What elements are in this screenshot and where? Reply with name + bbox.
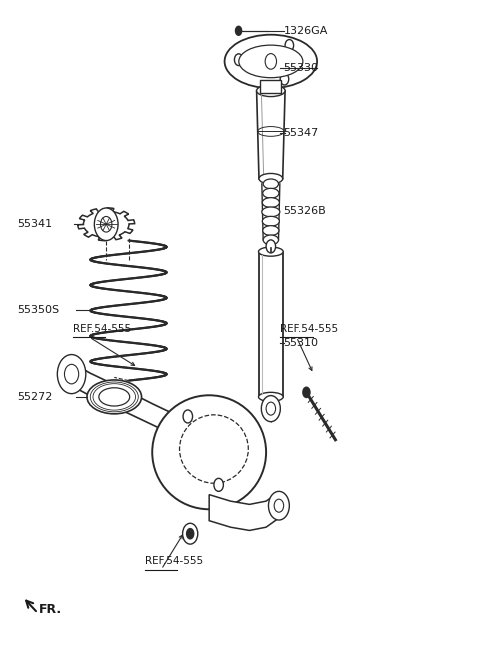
Ellipse shape: [263, 226, 279, 235]
Circle shape: [182, 523, 198, 544]
Circle shape: [57, 355, 86, 394]
Text: 55330: 55330: [284, 63, 319, 73]
Circle shape: [183, 410, 192, 423]
Polygon shape: [78, 208, 135, 240]
Ellipse shape: [263, 235, 278, 245]
Circle shape: [268, 491, 289, 520]
Ellipse shape: [152, 396, 266, 509]
Ellipse shape: [257, 85, 285, 97]
Ellipse shape: [262, 198, 279, 208]
Ellipse shape: [239, 45, 303, 78]
Text: REF.54-555: REF.54-555: [145, 556, 203, 566]
Polygon shape: [261, 79, 281, 93]
Circle shape: [214, 478, 223, 491]
Ellipse shape: [99, 388, 130, 406]
Circle shape: [274, 499, 284, 512]
Circle shape: [280, 74, 289, 85]
Text: 55272: 55272: [17, 392, 52, 402]
Circle shape: [302, 386, 311, 398]
Text: REF.54-555: REF.54-555: [280, 324, 338, 334]
Polygon shape: [66, 359, 209, 447]
Ellipse shape: [225, 35, 317, 88]
Circle shape: [266, 402, 276, 415]
Polygon shape: [259, 252, 283, 397]
Circle shape: [234, 54, 243, 66]
Ellipse shape: [263, 179, 278, 189]
Text: 55341: 55341: [17, 219, 52, 229]
Circle shape: [95, 208, 118, 240]
Circle shape: [64, 365, 79, 384]
Text: FR.: FR.: [39, 603, 62, 616]
Polygon shape: [209, 493, 278, 530]
Ellipse shape: [263, 189, 279, 198]
Text: 55350S: 55350S: [17, 306, 59, 315]
Ellipse shape: [259, 247, 283, 256]
Text: 55347: 55347: [284, 128, 319, 138]
Circle shape: [265, 54, 276, 69]
Ellipse shape: [180, 415, 248, 483]
Text: REF.54-555: REF.54-555: [73, 324, 131, 334]
Ellipse shape: [87, 380, 142, 414]
Text: 55326B: 55326B: [284, 206, 326, 216]
Ellipse shape: [262, 216, 279, 226]
Circle shape: [261, 396, 280, 422]
Text: 1326GA: 1326GA: [284, 26, 328, 35]
Circle shape: [261, 47, 281, 76]
Ellipse shape: [259, 173, 283, 184]
Text: 55310: 55310: [284, 338, 319, 348]
Circle shape: [100, 216, 112, 232]
Circle shape: [285, 39, 294, 51]
Circle shape: [266, 240, 276, 253]
Circle shape: [186, 528, 194, 539]
Ellipse shape: [259, 392, 283, 401]
Circle shape: [235, 26, 242, 36]
Ellipse shape: [262, 207, 280, 217]
Polygon shape: [257, 91, 285, 179]
